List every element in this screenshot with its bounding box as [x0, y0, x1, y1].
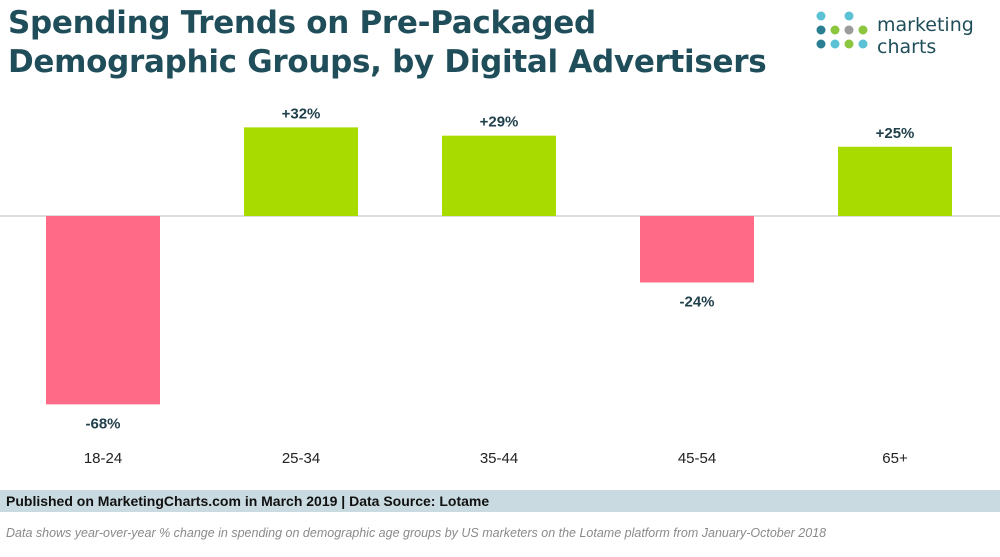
logo-dot	[858, 39, 868, 49]
x-tick-label: 65+	[882, 450, 908, 467]
x-tick-label: 25-34	[282, 450, 320, 467]
logo-dot	[816, 25, 826, 35]
x-tick-label: 35-44	[480, 450, 518, 467]
value-label: +32%	[282, 105, 321, 122]
logo-dot	[830, 39, 840, 49]
value-label: -68%	[85, 415, 120, 432]
chart-title: Spending Trends on Pre-Packaged Demograp…	[8, 4, 768, 82]
logo-dot	[816, 11, 826, 21]
chart-title-line-2: Demographic Groups, by Digital Advertise…	[8, 44, 767, 80]
footer-published: Published on MarketingCharts.com in Marc…	[6, 493, 490, 509]
footer-note: Data shows year-over-year % change in sp…	[6, 526, 827, 540]
logo-dot	[844, 25, 854, 35]
bar-chart: -68% 18-24 +32% 25-34 +29% 35-44 -24% 45-54 +25%…	[0, 105, 1000, 467]
logo-dot	[844, 11, 854, 21]
footer-bar: Published on MarketingCharts.com in Marc…	[0, 490, 1000, 512]
logo-dot	[844, 39, 854, 49]
logo-dot	[830, 25, 840, 35]
marketingcharts-logo: marketing charts	[815, 10, 995, 60]
x-tick-label: 18-24	[84, 450, 122, 467]
value-label: +25%	[876, 125, 915, 142]
bar-25-34	[244, 127, 358, 216]
bar-65+	[838, 146, 952, 216]
logo-dot	[858, 25, 868, 35]
logo-text: marketing charts	[877, 14, 974, 58]
logo-text-line-2: charts	[877, 36, 937, 58]
bar-18-24	[46, 216, 160, 405]
logo-dot	[816, 39, 826, 49]
chart-title-line-1: Spending Trends on Pre-Packaged	[8, 5, 596, 41]
bar-35-44	[442, 135, 556, 216]
logo-text-line-1: marketing	[877, 14, 974, 36]
x-tick-label: 45-54	[678, 450, 716, 467]
logo-dots-icon	[816, 11, 868, 49]
value-label: -24%	[679, 293, 714, 310]
bar-45-54	[640, 216, 754, 283]
value-label: +29%	[480, 114, 519, 131]
